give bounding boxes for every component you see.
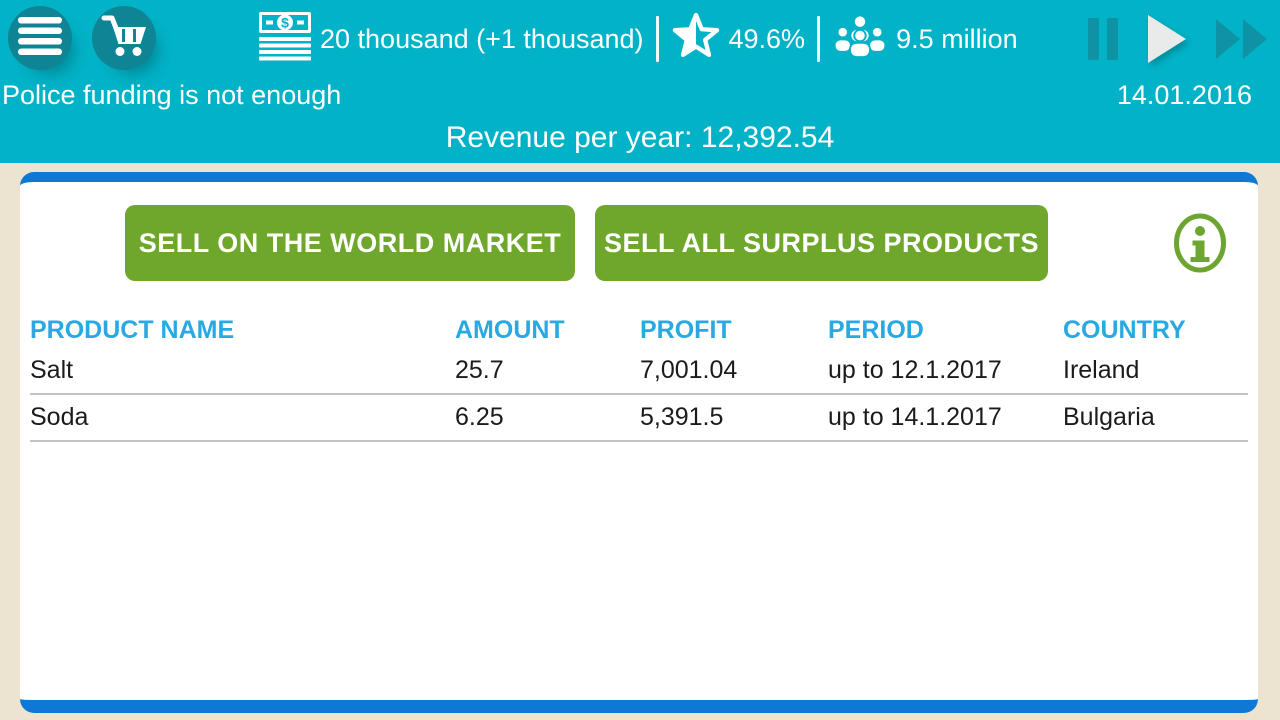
info-icon[interactable] (1172, 212, 1228, 274)
sell-world-market-button[interactable]: SELL ON THE WORLD MARKET (125, 205, 575, 281)
cart-button[interactable] (92, 6, 156, 70)
approval-value: 49.6% (728, 23, 806, 54)
cell-country: Ireland (1063, 356, 1140, 384)
cell-amount: 25.7 (455, 356, 504, 384)
population-value: 9.5 million (896, 23, 1018, 54)
stats-divider (655, 16, 659, 62)
header-amount: AMOUNT (455, 315, 565, 344)
table-row[interactable]: Soda 6.25 5,391.5 up to 14.1.2017 Bulgar… (30, 395, 1248, 442)
top-bar: $ 20 thousand (+1 thousand) 49.6 (0, 0, 1280, 163)
play-icon[interactable] (1148, 15, 1186, 63)
table-row[interactable]: Salt 25.7 7,001.04 up to 12.1.2017 Irela… (30, 348, 1248, 395)
market-panel: SELL ON THE WORLD MARKET SELL ALL SURPLU… (20, 172, 1258, 713)
contracts-table: PRODUCT NAME AMOUNT PROFIT PERIOD COUNTR… (30, 312, 1248, 442)
cell-profit: 5,391.5 (640, 403, 724, 431)
header-profit: PROFIT (640, 315, 732, 344)
cell-amount: 6.25 (455, 403, 504, 431)
svg-text:$: $ (281, 14, 289, 30)
status-message: Police funding is not enough (2, 80, 342, 110)
header-period: PERIOD (828, 315, 924, 344)
top-stats: $ 20 thousand (+1 thousand) 49.6 (258, 0, 1018, 78)
cell-country: Bulgaria (1063, 403, 1155, 431)
status-row: Police funding is not enough 14.01.2016 (0, 78, 1280, 116)
fast-forward-icon[interactable] (1216, 19, 1268, 59)
shopping-cart-icon (101, 15, 147, 62)
people-group-icon (832, 13, 888, 65)
star-half-icon (671, 12, 721, 66)
header-product-name: PRODUCT NAME (30, 315, 235, 344)
revenue-row: Revenue per year: 12,392.54 (0, 116, 1280, 163)
cell-product: Salt (30, 356, 74, 384)
top-icon-row: $ 20 thousand (+1 thousand) 49.6 (0, 0, 1280, 78)
playback-controls (1088, 0, 1268, 78)
money-stack-icon: $ (258, 11, 312, 67)
hamburger-menu-icon (18, 16, 62, 60)
cell-product: Soda (30, 403, 89, 431)
header-country: COUNTRY (1063, 315, 1186, 344)
cell-profit: 7,001.04 (640, 356, 738, 384)
money-value: 20 thousand (+1 thousand) (320, 23, 644, 54)
pause-icon[interactable] (1088, 18, 1118, 60)
table-header-row: PRODUCT NAME AMOUNT PROFIT PERIOD COUNTR… (30, 312, 1248, 348)
game-date: 14.01.2016 (1116, 80, 1252, 110)
revenue-per-year: Revenue per year: 12,392.54 (445, 121, 835, 154)
menu-button[interactable] (8, 6, 72, 70)
sell-all-surplus-button[interactable]: SELL ALL SURPLUS PRODUCTS (595, 205, 1048, 281)
cell-period: up to 14.1.2017 (828, 403, 1002, 431)
stats-divider (817, 16, 821, 62)
cell-period: up to 12.1.2017 (828, 356, 1002, 384)
